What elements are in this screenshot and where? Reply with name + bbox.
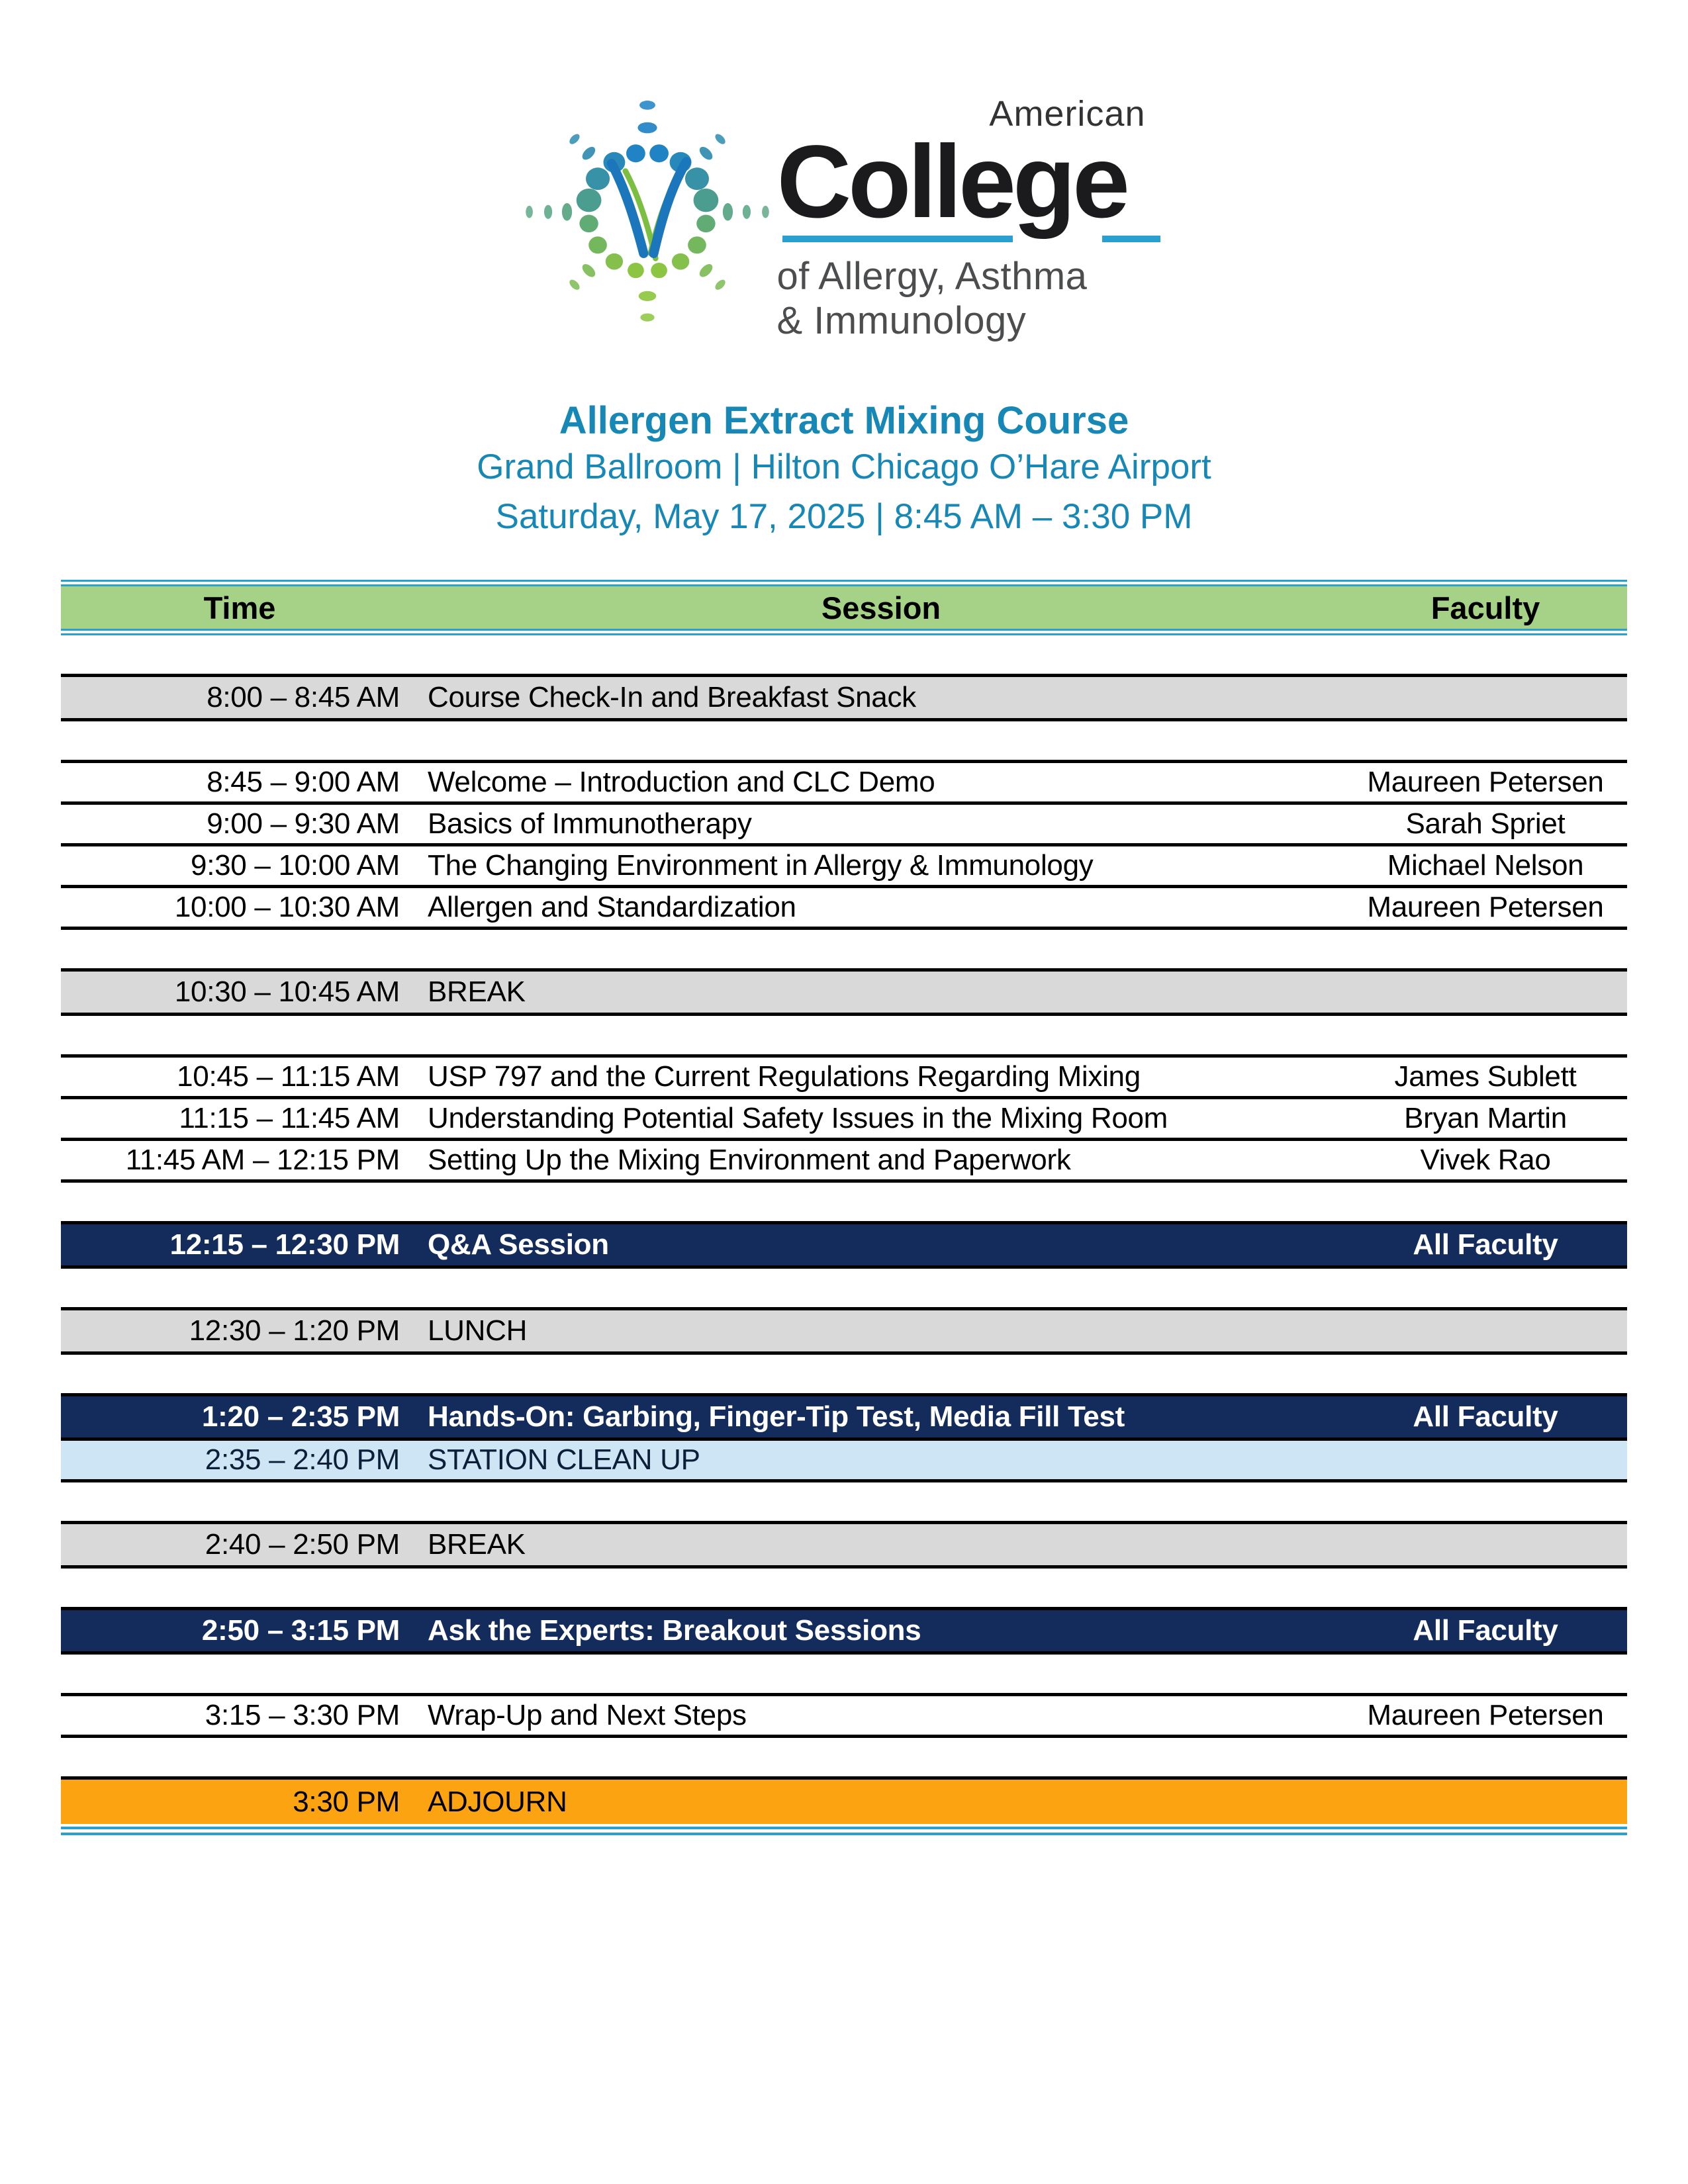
logo-subline-2: & Immunology bbox=[776, 299, 1027, 342]
row-group: 12:15 – 12:30 PM Q&A Session All Faculty bbox=[61, 1221, 1627, 1269]
table-row: 10:30 – 10:45 AM BREAK bbox=[61, 972, 1627, 1016]
table-row: 8:00 – 8:45 AM Course Check-In and Break… bbox=[61, 677, 1627, 721]
schedule-table: Time Session Faculty 8:00 – 8:45 AM Cour… bbox=[61, 580, 1627, 1835]
table-row: 9:00 – 9:30 AM Basics of Immunotherapy S… bbox=[61, 805, 1627, 846]
row-spacer bbox=[61, 1355, 1627, 1393]
logo-dot bbox=[693, 188, 718, 212]
logo-dot bbox=[650, 263, 667, 279]
row-group: 2:40 – 2:50 PM BREAK bbox=[61, 1521, 1627, 1569]
row-spacer bbox=[61, 1482, 1627, 1521]
column-header-faculty: Faculty bbox=[1430, 590, 1540, 625]
row-spacer bbox=[61, 1738, 1627, 1776]
table-row: 10:00 – 10:30 AM Allergen and Standardiz… bbox=[61, 888, 1627, 930]
logo-dot bbox=[637, 122, 657, 134]
table-row: 1:20 – 2:35 PM Hands-On: Garbing, Finger… bbox=[61, 1396, 1627, 1441]
column-header-session: Session bbox=[821, 590, 941, 625]
row-group: 1:20 – 2:35 PM Hands-On: Garbing, Finger… bbox=[61, 1393, 1627, 1482]
logo-dot bbox=[714, 134, 726, 144]
logo-college: College bbox=[777, 130, 1164, 242]
logo-dot bbox=[696, 214, 716, 233]
row-group: 10:45 – 11:15 AM USP 797 and the Current… bbox=[61, 1054, 1627, 1183]
row-spacer bbox=[61, 635, 1627, 674]
table-row: 2:35 – 2:40 PM STATION CLEAN UP bbox=[61, 1441, 1627, 1482]
logo-dot bbox=[714, 279, 726, 290]
logo-subline-1: of Allergy, Asthma bbox=[776, 255, 1088, 298]
row-group: 2:50 – 3:15 PM Ask the Experts: Breakout… bbox=[61, 1607, 1627, 1655]
logo-dot bbox=[582, 264, 595, 277]
event-location: Grand Ballroom | Hilton Chicago O’Hare A… bbox=[477, 447, 1211, 486]
table-row: 10:45 – 11:15 AM USP 797 and the Current… bbox=[61, 1058, 1627, 1099]
row-spacer bbox=[61, 1183, 1627, 1221]
logo-dot bbox=[525, 205, 533, 218]
logo-dot bbox=[699, 264, 712, 277]
logo-underline-long bbox=[782, 236, 1013, 242]
logo-dot bbox=[639, 313, 655, 322]
table-row: 2:40 – 2:50 PM BREAK bbox=[61, 1524, 1627, 1569]
row-spacer bbox=[61, 1016, 1627, 1054]
logo-dot bbox=[649, 144, 669, 163]
acaai-logo: American College of Allergy, Asthma & Im… bbox=[0, 91, 1688, 343]
logo-underline-short bbox=[1102, 236, 1160, 242]
logo-dot bbox=[576, 188, 601, 212]
logo-dot bbox=[671, 253, 689, 270]
row-group: 8:00 – 8:45 AM Course Check-In and Break… bbox=[61, 674, 1627, 721]
row-group: 8:45 – 9:00 AM Welcome – Introduction an… bbox=[61, 760, 1627, 930]
logo-dot bbox=[561, 203, 572, 221]
row-group: 12:30 – 1:20 PM LUNCH bbox=[61, 1307, 1627, 1355]
row-spacer bbox=[61, 1569, 1627, 1607]
logo-dot bbox=[585, 167, 610, 191]
acaai-logo-mark-icon bbox=[525, 101, 769, 322]
row-group: 3:30 PM ADJOURN bbox=[61, 1776, 1627, 1824]
logo-dot bbox=[687, 236, 706, 254]
logo-dot bbox=[742, 205, 751, 219]
row-spacer bbox=[61, 721, 1627, 760]
logo-dot bbox=[543, 205, 552, 219]
table-row: 8:45 – 9:00 AM Welcome – Introduction an… bbox=[61, 763, 1627, 805]
logo-dot bbox=[579, 214, 598, 233]
logo-dot bbox=[639, 101, 655, 110]
table-row: 2:50 – 3:15 PM Ask the Experts: Breakout… bbox=[61, 1610, 1627, 1655]
column-header-time: Time bbox=[203, 590, 276, 625]
acaai-logo-text: American College of Allergy, Asthma & Im… bbox=[777, 91, 1164, 343]
row-spacer bbox=[61, 1269, 1627, 1307]
table-header-row: Time Session Faculty bbox=[61, 580, 1627, 635]
table-row: 11:45 AM – 12:15 PM Setting Up the Mixin… bbox=[61, 1141, 1627, 1183]
logo-dot bbox=[605, 253, 623, 270]
logo-center-figure bbox=[606, 157, 691, 261]
row-group: 10:30 – 10:45 AM BREAK bbox=[61, 968, 1627, 1016]
page-title: Allergen Extract Mixing Course bbox=[559, 399, 1129, 442]
logo-dot bbox=[699, 146, 712, 160]
table-row: 11:15 – 11:45 AM Understanding Potential… bbox=[61, 1099, 1627, 1141]
logo-dot bbox=[722, 203, 733, 221]
logo-dot bbox=[569, 134, 580, 144]
table-bottom-rule bbox=[61, 1827, 1627, 1835]
logo-dot bbox=[569, 279, 580, 290]
logo-dot bbox=[582, 146, 595, 160]
logo-dot bbox=[684, 167, 709, 191]
table-row: 3:30 PM ADJOURN bbox=[61, 1780, 1627, 1824]
logo-dot bbox=[627, 263, 644, 279]
table-row: 3:15 – 3:30 PM Wrap-Up and Next Steps Ma… bbox=[61, 1696, 1627, 1738]
event-header: Allergen Extract Mixing Course Grand Bal… bbox=[0, 400, 1688, 541]
table-row: 12:30 – 1:20 PM LUNCH bbox=[61, 1310, 1627, 1355]
event-datetime: Saturday, May 17, 2025 | 8:45 AM – 3:30 … bbox=[495, 497, 1193, 536]
logo-dot bbox=[626, 144, 645, 163]
table-row: 9:30 – 10:00 AM The Changing Environment… bbox=[61, 846, 1627, 888]
row-group: 3:15 – 3:30 PM Wrap-Up and Next Steps Ma… bbox=[61, 1693, 1627, 1738]
table-row: 12:15 – 12:30 PM Q&A Session All Faculty bbox=[61, 1224, 1627, 1269]
logo-american: American bbox=[989, 94, 1146, 134]
logo-dot bbox=[761, 205, 769, 218]
row-spacer bbox=[61, 1655, 1627, 1693]
logo-dot bbox=[638, 291, 656, 301]
row-spacer bbox=[61, 930, 1627, 968]
logo-dot bbox=[588, 236, 607, 254]
